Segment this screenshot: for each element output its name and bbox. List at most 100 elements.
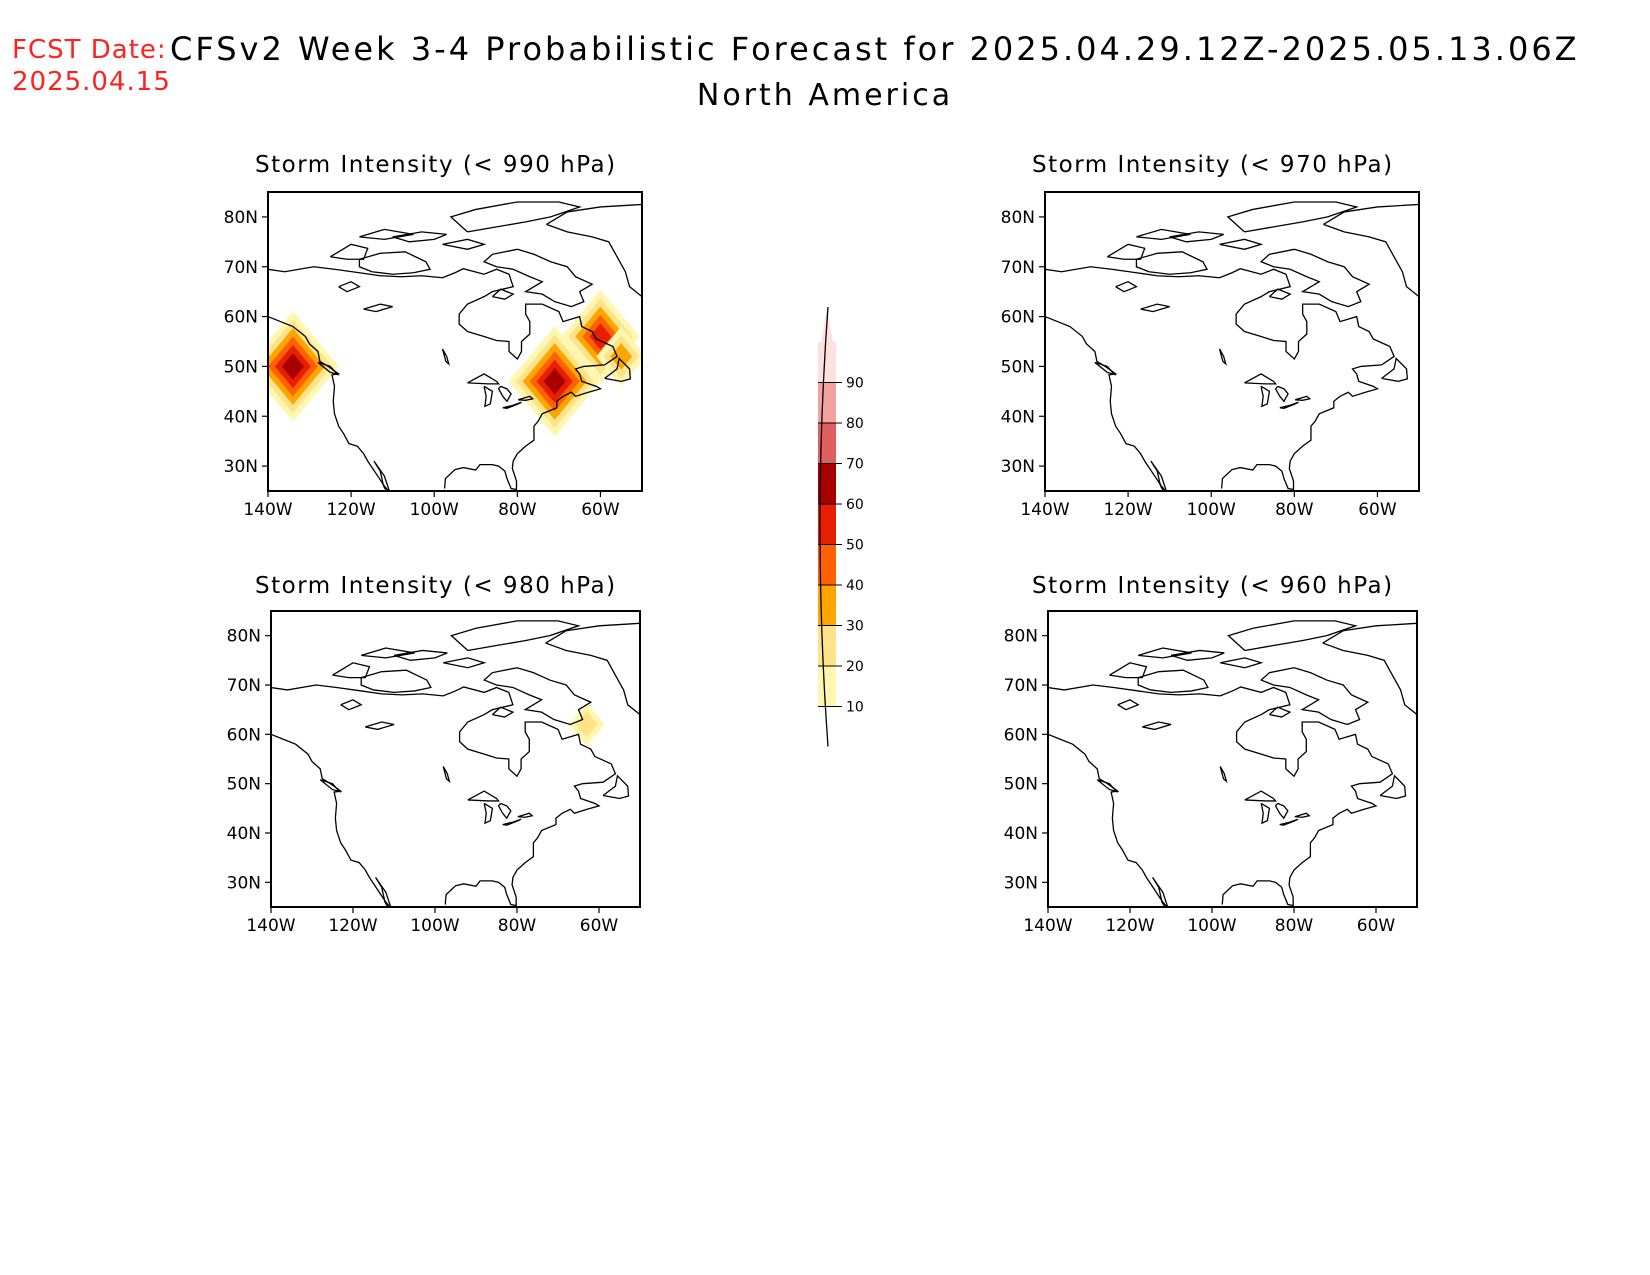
coastline-8 (1169, 231, 1224, 243)
colorbar-label: 30 (846, 619, 864, 635)
coastline-9 (442, 238, 487, 250)
coastline-15 (1260, 385, 1271, 408)
coastline-11 (546, 223, 642, 300)
lon-tick-label: 80W (1275, 916, 1314, 936)
coastline-18 (517, 812, 534, 818)
coastline-4 (482, 667, 593, 726)
colorbar-segment-70 (818, 423, 836, 464)
lon-tick-label: 140W (1020, 500, 1069, 520)
lat-tick-label: 40N (1001, 407, 1035, 427)
coastline-2 (1048, 733, 1168, 907)
lat-tick-label: 40N (224, 407, 258, 427)
map-panel-3: 80N 70N 60N 50N 40N 30N 140W 120W 100W 80W 60W (1004, 610, 1418, 936)
map-frame (267, 191, 643, 492)
lat-tick-label: 50N (1004, 775, 1038, 795)
coastline-12 (1322, 622, 1417, 644)
coastline-11 (1322, 642, 1417, 718)
coastline-2 (268, 315, 390, 491)
map-panel-1: 80N 70N 60N 50N 40N 30N 140W 120W 100W 80W 60W (1001, 191, 1420, 520)
coastline-1 (1151, 877, 1169, 907)
lon-tick-label: 120W (328, 916, 377, 936)
coastline-6 (1109, 662, 1148, 679)
coastline-2 (1045, 315, 1167, 491)
coastline-10 (1136, 228, 1191, 240)
coastline-20 (1117, 699, 1140, 711)
lat-tick-label: 70N (1004, 676, 1038, 696)
lat-tick-label: 60N (227, 725, 261, 745)
coastline-13 (1381, 357, 1409, 383)
coastline-21 (1140, 303, 1170, 313)
coastline-19 (1219, 766, 1228, 784)
map-frame (1044, 191, 1420, 492)
coastline-19 (1218, 348, 1227, 366)
coastline-18 (1294, 395, 1312, 401)
coastline-11 (1323, 223, 1419, 300)
colorbar-label: 20 (846, 659, 864, 675)
lon-tick-label: 100W (410, 500, 459, 520)
coastline-16 (497, 802, 512, 820)
lat-tick-label: 40N (1004, 824, 1038, 844)
map-content (268, 201, 642, 491)
coastline-15 (483, 802, 494, 825)
coastline-9 (1220, 657, 1264, 669)
coastline-15 (1260, 802, 1271, 825)
coastline-16 (497, 385, 512, 403)
coastline-20 (340, 699, 363, 711)
coastline-15 (483, 385, 494, 408)
lat-tick-label: 80N (1004, 627, 1038, 647)
coastline-8 (393, 649, 448, 661)
coastline-19 (442, 766, 451, 784)
coastline-4 (1259, 667, 1370, 726)
prob-area-1-level-60 (543, 368, 566, 395)
coastline-5 (360, 669, 432, 694)
coastline-10 (361, 647, 415, 659)
coastline-12 (545, 622, 640, 644)
colorbar-segment-80 (818, 382, 836, 423)
coastline-5 (1135, 251, 1209, 275)
coastline-6 (332, 662, 371, 679)
coastline-17 (1279, 401, 1299, 409)
lat-tick-label: 80N (227, 627, 261, 647)
coastline-17 (502, 401, 522, 409)
map-content (1045, 201, 1419, 491)
lat-tick-label: 40N (227, 824, 261, 844)
lat-tick-label: 70N (1001, 258, 1035, 278)
panel-title-970: Storm Intensity (< 970 hPa) (1032, 152, 1394, 178)
map-panel-2: 80N 70N 60N 50N 40N 30N 140W 120W 100W 80W 60W (227, 610, 641, 936)
map-content (271, 620, 640, 907)
lon-tick-label: 60W (581, 500, 620, 520)
coastline-1 (373, 460, 391, 491)
coastline-0 (271, 684, 617, 907)
coastline-12 (546, 203, 642, 225)
coastline-3 (1268, 288, 1292, 300)
lon-tick-label: 100W (1187, 916, 1236, 936)
coastline-13 (602, 774, 630, 800)
colorbar-segment-50 (818, 504, 836, 545)
colorbar-segment-90 (818, 342, 836, 383)
coastline-5 (1137, 669, 1209, 694)
lat-tick-label: 30N (227, 873, 261, 893)
coastline-2 (271, 733, 391, 907)
lon-tick-label: 120W (1103, 500, 1152, 520)
forecast-date-value: 2025.04.15 (12, 67, 171, 97)
coastline-11 (545, 642, 640, 718)
lon-tick-label: 140W (1023, 916, 1072, 936)
colorbar-label: 10 (846, 700, 864, 716)
coastline-8 (1170, 649, 1225, 661)
forecast-date: FCST Date: 2025.04.15 (12, 34, 171, 98)
coastline-22 (319, 779, 342, 793)
lon-tick-label: 60W (580, 916, 619, 936)
coastline-20 (1115, 280, 1138, 293)
coastline-10 (1138, 647, 1192, 659)
lat-tick-label: 60N (1001, 308, 1035, 328)
coastline-3 (491, 706, 515, 718)
coastline-16 (1274, 385, 1289, 403)
coastline-3 (491, 288, 515, 300)
coastline-17 (502, 818, 522, 826)
coastline-21 (1142, 721, 1172, 731)
map-frame (270, 610, 641, 908)
coastline-7 (449, 201, 582, 233)
coastline-4 (482, 248, 594, 308)
coastline-17 (1279, 818, 1299, 826)
coastline-9 (1219, 238, 1264, 250)
